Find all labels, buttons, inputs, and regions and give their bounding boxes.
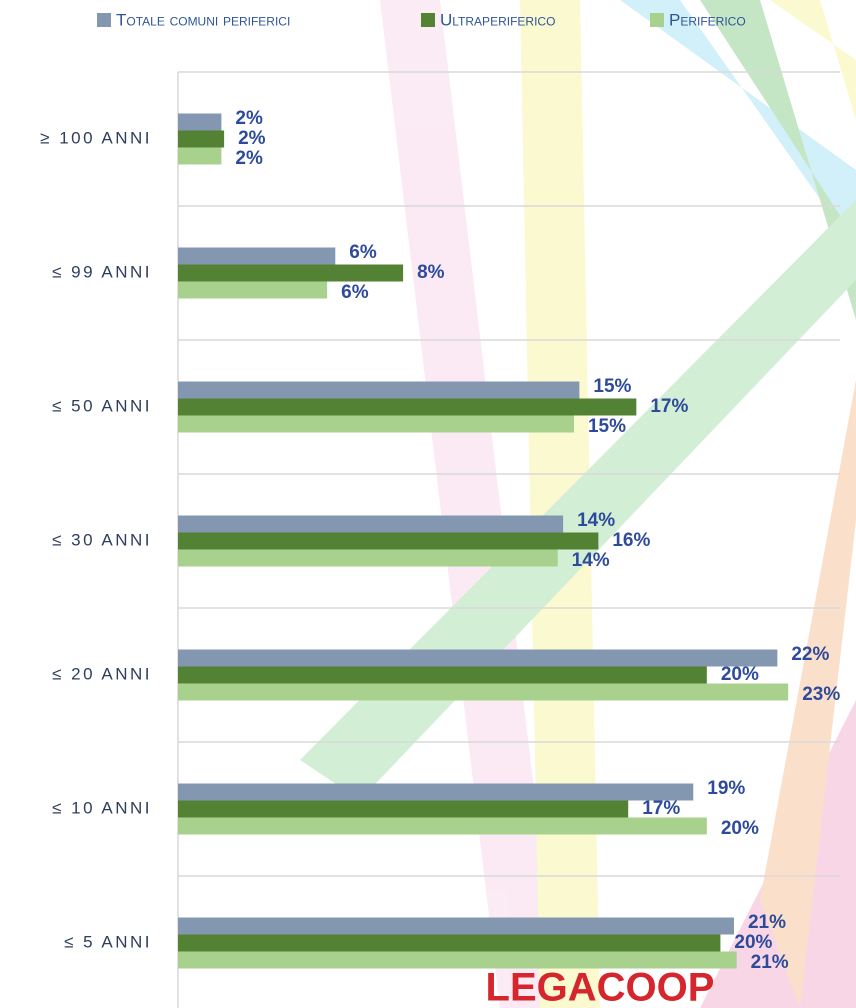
value-label: 21% bbox=[748, 912, 786, 933]
value-label: 8% bbox=[417, 262, 445, 283]
bar bbox=[178, 800, 629, 818]
value-label: 20% bbox=[721, 818, 759, 839]
value-label: 14% bbox=[577, 510, 615, 531]
bar bbox=[178, 113, 222, 131]
value-label: 17% bbox=[650, 396, 688, 417]
bar bbox=[178, 415, 574, 433]
value-label: 15% bbox=[588, 416, 626, 437]
category-label: ≥ 100 ANNI bbox=[40, 128, 152, 147]
bar bbox=[178, 683, 789, 701]
value-label: 2% bbox=[238, 128, 266, 149]
legend-swatch bbox=[97, 13, 111, 27]
value-label: 20% bbox=[721, 664, 759, 685]
bar bbox=[178, 281, 328, 299]
category-label: ≤ 10 ANNI bbox=[52, 798, 152, 817]
bar bbox=[178, 147, 222, 165]
bar bbox=[178, 649, 778, 667]
category-label: ≤ 30 ANNI bbox=[52, 530, 152, 549]
bar bbox=[178, 515, 564, 533]
bar bbox=[178, 532, 599, 550]
legend-swatch bbox=[650, 13, 664, 27]
bar bbox=[178, 666, 707, 684]
category-label: ≤ 99 ANNI bbox=[52, 262, 152, 281]
value-label: 19% bbox=[707, 778, 745, 799]
bar bbox=[178, 130, 225, 148]
bar bbox=[178, 934, 721, 952]
bar bbox=[178, 951, 737, 969]
value-label: 23% bbox=[802, 684, 840, 705]
value-label: 20% bbox=[734, 932, 772, 953]
legend-swatch bbox=[421, 13, 435, 27]
value-label: 15% bbox=[593, 376, 631, 397]
value-label: 2% bbox=[235, 148, 263, 169]
category-label: ≤ 5 ANNI bbox=[64, 932, 152, 951]
legend-label: Ultraperiferico bbox=[440, 10, 555, 29]
bar bbox=[178, 917, 734, 935]
value-label: 22% bbox=[791, 644, 829, 665]
bar bbox=[178, 549, 558, 567]
legend-label: Periferico bbox=[669, 10, 746, 29]
bar bbox=[178, 264, 404, 282]
bar bbox=[178, 247, 336, 265]
value-label: 21% bbox=[751, 952, 789, 973]
bar bbox=[178, 783, 694, 801]
value-label: 14% bbox=[572, 550, 610, 571]
value-label: 17% bbox=[642, 798, 680, 819]
bar bbox=[178, 398, 637, 416]
bar bbox=[178, 817, 707, 835]
value-label: 6% bbox=[341, 282, 369, 303]
bar bbox=[178, 381, 580, 399]
value-label: 6% bbox=[349, 242, 377, 263]
category-label: ≤ 50 ANNI bbox=[52, 396, 152, 415]
background-decoration bbox=[300, 0, 856, 1008]
value-label: 2% bbox=[235, 108, 263, 129]
logo: LEGACOOP bbox=[486, 966, 715, 1008]
category-label: ≤ 20 ANNI bbox=[52, 664, 152, 683]
legend-label: Totale comuni periferici bbox=[116, 10, 290, 29]
value-label: 16% bbox=[612, 530, 650, 551]
